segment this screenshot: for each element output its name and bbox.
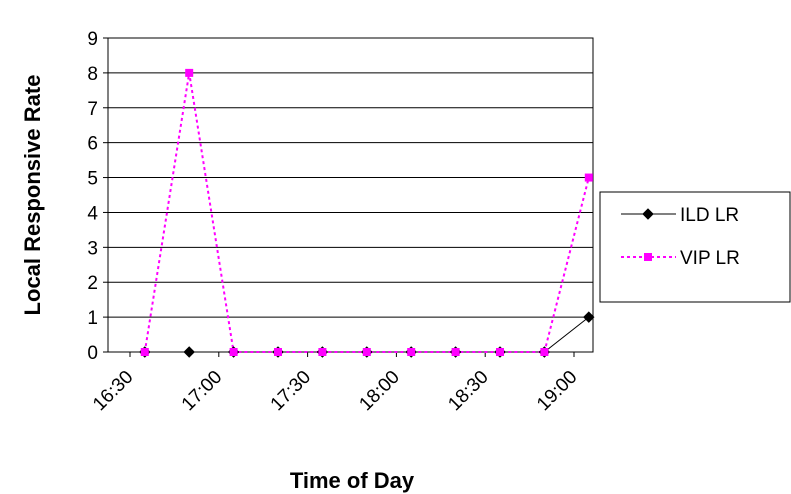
y-tick-label: 2 [87, 273, 98, 294]
x-tick-label: 18:00 [355, 367, 403, 415]
y-axis-title: Local Responsive Rate [20, 75, 45, 316]
y-tick-label: 5 [87, 169, 98, 190]
data-point-vip-lr [540, 348, 549, 356]
data-point-vip-lr [318, 348, 327, 356]
y-axis-ticks: 0 1 2 3 4 5 6 7 8 9 [87, 29, 108, 364]
data-point-vip-lr [274, 348, 282, 356]
data-point-vip-lr [451, 348, 460, 356]
gridlines [108, 37, 593, 353]
legend-marker [642, 208, 654, 220]
x-axis-title: Time of Day [290, 468, 415, 493]
y-tick-label: 0 [87, 343, 98, 364]
y-tick-label: 7 [87, 99, 98, 120]
data-point-vip-lr [362, 348, 371, 356]
data-point-vip-lr [584, 173, 593, 182]
x-tick-label: 17:30 [267, 367, 315, 415]
x-tick-label: 18:30 [444, 367, 492, 415]
y-tick-label: 4 [87, 203, 98, 224]
data-point-vip-lr [185, 68, 194, 77]
y-tick-label: 8 [87, 64, 98, 85]
x-tick-label: 16:30 [89, 367, 137, 415]
y-tick-label: 3 [87, 238, 98, 259]
data-point-vip-lr [496, 348, 504, 356]
legend-marker [644, 253, 652, 261]
data-point-ild-lr [583, 311, 595, 323]
legend-label: ILD LR [680, 205, 739, 226]
x-tick-label: 19:00 [533, 367, 581, 415]
series-markers [139, 68, 595, 358]
legend-box [599, 191, 791, 303]
data-point-vip-lr [140, 348, 149, 356]
plot-area [107, 37, 594, 353]
x-axis-ticks: 16:30 17:00 17:30 18:00 18:30 19:00 [89, 352, 582, 415]
data-point-vip-lr [229, 348, 238, 356]
y-tick-label: 6 [87, 134, 98, 155]
legend: ILD LR VIP LR [599, 191, 791, 303]
y-tick-label: 1 [87, 308, 98, 329]
data-point-vip-lr [407, 348, 416, 356]
x-tick-label: 17:00 [178, 367, 226, 415]
y-tick-label: 9 [87, 29, 98, 50]
data-point-ild-lr [183, 346, 195, 358]
legend-label: VIP LR [680, 248, 740, 269]
